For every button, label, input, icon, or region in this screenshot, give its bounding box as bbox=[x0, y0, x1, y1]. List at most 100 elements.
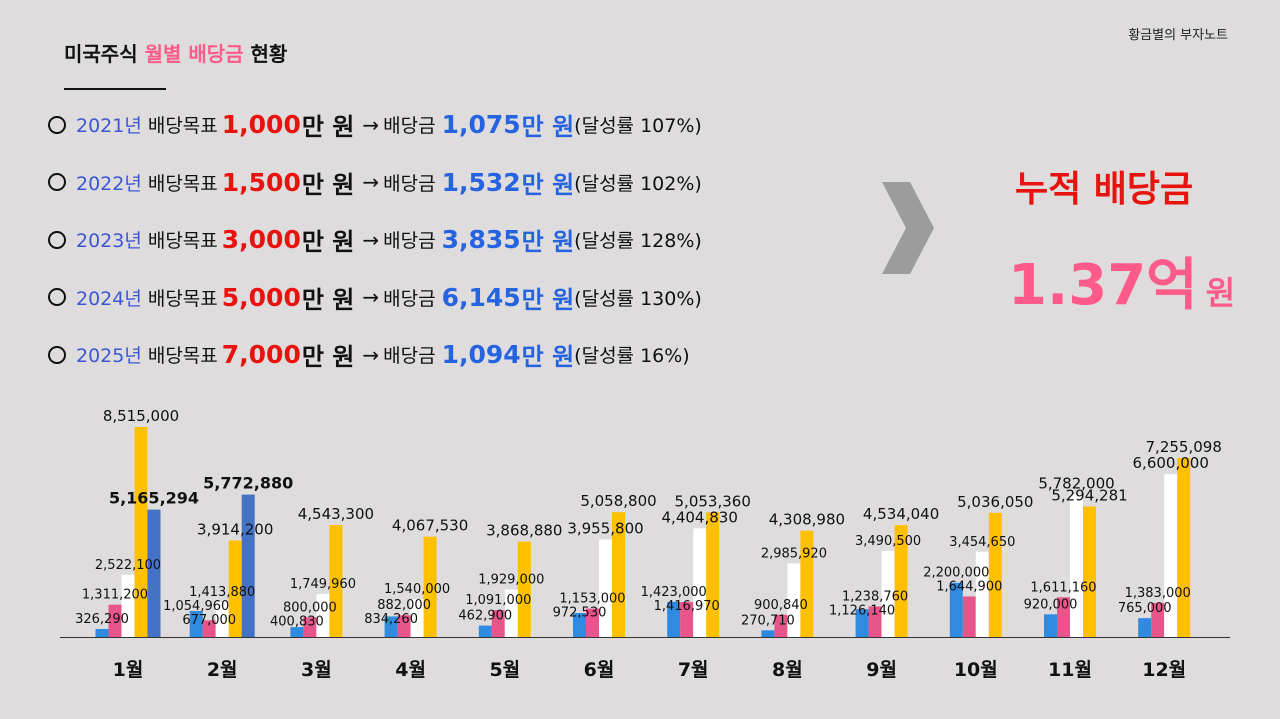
data-label-2022-11: 1,611,160 bbox=[1030, 580, 1096, 595]
month-label: 4월 bbox=[395, 659, 426, 681]
bar-2021-4 bbox=[384, 616, 398, 637]
data-label-2023-6: 3,955,800 bbox=[567, 519, 643, 537]
data-label-2024-12: 7,255,098 bbox=[1146, 438, 1222, 456]
month-label: 9월 bbox=[866, 659, 897, 681]
bar-2023-7 bbox=[693, 528, 707, 637]
actual-label: 배당금 bbox=[383, 287, 436, 310]
data-label-2023-3: 1,749,960 bbox=[290, 577, 356, 592]
goal-row-2025: 2025년 배당목표 7,000 만 원 → 배당금 1,094 만 원 (달성… bbox=[48, 326, 702, 384]
actual-label: 배당금 bbox=[383, 230, 436, 253]
data-label-2023-10: 3,454,650 bbox=[949, 535, 1015, 550]
goal-target: 1,000 bbox=[221, 110, 301, 140]
title-suffix: 현황 bbox=[243, 42, 288, 66]
bar-2023-3 bbox=[316, 593, 330, 637]
bar-2022-7 bbox=[680, 602, 694, 637]
actual-label: 배당금 bbox=[383, 115, 436, 138]
cumulative-title: 누적 배당금 bbox=[1015, 169, 1194, 210]
bar-2025-2 bbox=[241, 494, 255, 637]
data-label-2025-1: 5,165,294 bbox=[109, 489, 199, 508]
goal-row-2023: 2023년 배당목표 3,000 만 원 → 배당금 3,835 만 원 (달성… bbox=[48, 211, 702, 269]
bar-2024-2 bbox=[228, 540, 242, 637]
bar-2021-2 bbox=[189, 610, 203, 637]
goal-label: 배당목표 bbox=[147, 172, 218, 195]
data-label-2022-6: 1,153,000 bbox=[559, 592, 625, 607]
data-label-2023-12: 6,600,000 bbox=[1133, 454, 1209, 472]
bar-2021-6 bbox=[573, 613, 586, 637]
cumulative-value: 1.37억 bbox=[1008, 253, 1198, 318]
bar-2022-6 bbox=[586, 608, 599, 637]
bar-2023-10 bbox=[975, 551, 989, 637]
bar-2022-10 bbox=[962, 596, 976, 637]
data-label-2024-8: 4,308,980 bbox=[769, 511, 845, 529]
goal-actual: 3,835 bbox=[441, 225, 521, 255]
data-label-2024-5: 3,868,880 bbox=[486, 522, 562, 540]
bar-2022-1 bbox=[108, 604, 122, 637]
bar-2021-9 bbox=[855, 609, 869, 637]
data-label-2022-12: 1,383,000 bbox=[1125, 586, 1191, 601]
goal-label: 배당목표 bbox=[147, 287, 218, 310]
goal-actual-unit: 만 원 bbox=[521, 343, 575, 372]
bar-2023-2 bbox=[215, 602, 229, 637]
goal-actual: 1,094 bbox=[441, 340, 521, 370]
bar-2022-12 bbox=[1151, 602, 1165, 637]
goal-actual: 1,532 bbox=[441, 167, 521, 197]
goal-target: 5,000 bbox=[221, 282, 301, 312]
bar-2022-5 bbox=[491, 610, 505, 637]
month-label: 10월 bbox=[953, 659, 998, 681]
arrow-icon: → bbox=[362, 170, 380, 195]
goal-year: 2023년 bbox=[76, 230, 142, 253]
goal-rate: (달성률 128%) bbox=[574, 230, 702, 253]
data-label-2022-7: 1,416,970 bbox=[654, 599, 720, 614]
data-label-2023-11: 5,782,000 bbox=[1038, 474, 1114, 492]
data-label-2024-9: 4,534,040 bbox=[863, 505, 939, 523]
bar-2022-3 bbox=[303, 617, 317, 637]
goal-actual: 1,075 bbox=[441, 110, 521, 140]
bar-2021-8 bbox=[761, 630, 775, 637]
goal-target: 1,500 bbox=[221, 167, 301, 197]
bar-2023-5 bbox=[504, 589, 518, 637]
bar-2021-7 bbox=[667, 601, 681, 637]
goal-target-unit: 만 원 bbox=[301, 113, 355, 142]
bar-2021-5 bbox=[478, 625, 492, 637]
chevron-right-icon bbox=[882, 182, 934, 274]
data-label-2021-12: 765,000 bbox=[1118, 601, 1172, 616]
data-label-2024-7: 5,053,360 bbox=[675, 492, 751, 510]
bar-2025-1 bbox=[147, 509, 161, 637]
month-label: 3월 bbox=[301, 659, 332, 681]
data-label-2021-11: 920,000 bbox=[1024, 597, 1078, 612]
month-label: 12월 bbox=[1142, 659, 1187, 681]
goal-rate: (달성률 130%) bbox=[574, 287, 702, 310]
cumulative-unit: 원 bbox=[1205, 274, 1236, 312]
goal-actual-unit: 만 원 bbox=[521, 285, 575, 314]
data-label-2021-1: 326,290 bbox=[75, 612, 129, 627]
month-label: 1월 bbox=[112, 659, 144, 681]
data-label-2024-4: 4,067,530 bbox=[392, 517, 468, 535]
bar-2023-9 bbox=[881, 550, 895, 637]
goal-rate: (달성률 16%) bbox=[574, 345, 690, 368]
data-label-2024-10: 5,036,050 bbox=[957, 493, 1033, 511]
month-label: 8월 bbox=[772, 659, 803, 681]
data-label-2023-2: 1,413,880 bbox=[189, 585, 255, 600]
bar-2024-6 bbox=[612, 512, 625, 637]
data-label-2022-2: 677,000 bbox=[182, 613, 236, 628]
bar-2024-4 bbox=[423, 536, 437, 637]
data-label-2021-2: 1,054,960 bbox=[163, 599, 229, 614]
title-underline bbox=[64, 88, 166, 90]
data-label-2023-4: 1,540,000 bbox=[384, 582, 450, 597]
title-prefix: 미국주식 bbox=[64, 42, 145, 66]
goal-year: 2021년 bbox=[76, 115, 142, 138]
goal-target: 7,000 bbox=[221, 340, 301, 370]
bar-2023-11 bbox=[1070, 494, 1083, 637]
goal-year: 2025년 bbox=[76, 345, 142, 368]
data-label-2021-5: 462,900 bbox=[458, 609, 512, 624]
bar-2024-5 bbox=[517, 541, 531, 637]
data-label-2024-3: 4,543,300 bbox=[298, 505, 374, 523]
page-title: 미국주식 월별 배당금 현황 bbox=[64, 38, 287, 67]
circle-bullet-icon bbox=[48, 230, 66, 249]
data-label-2022-5: 1,091,000 bbox=[465, 593, 531, 608]
data-label-2022-8: 900,840 bbox=[754, 598, 808, 613]
month-label: 5월 bbox=[489, 659, 521, 681]
bar-2024-12 bbox=[1177, 458, 1191, 637]
cumulative-total: 1.37억 원 bbox=[1008, 240, 1235, 321]
